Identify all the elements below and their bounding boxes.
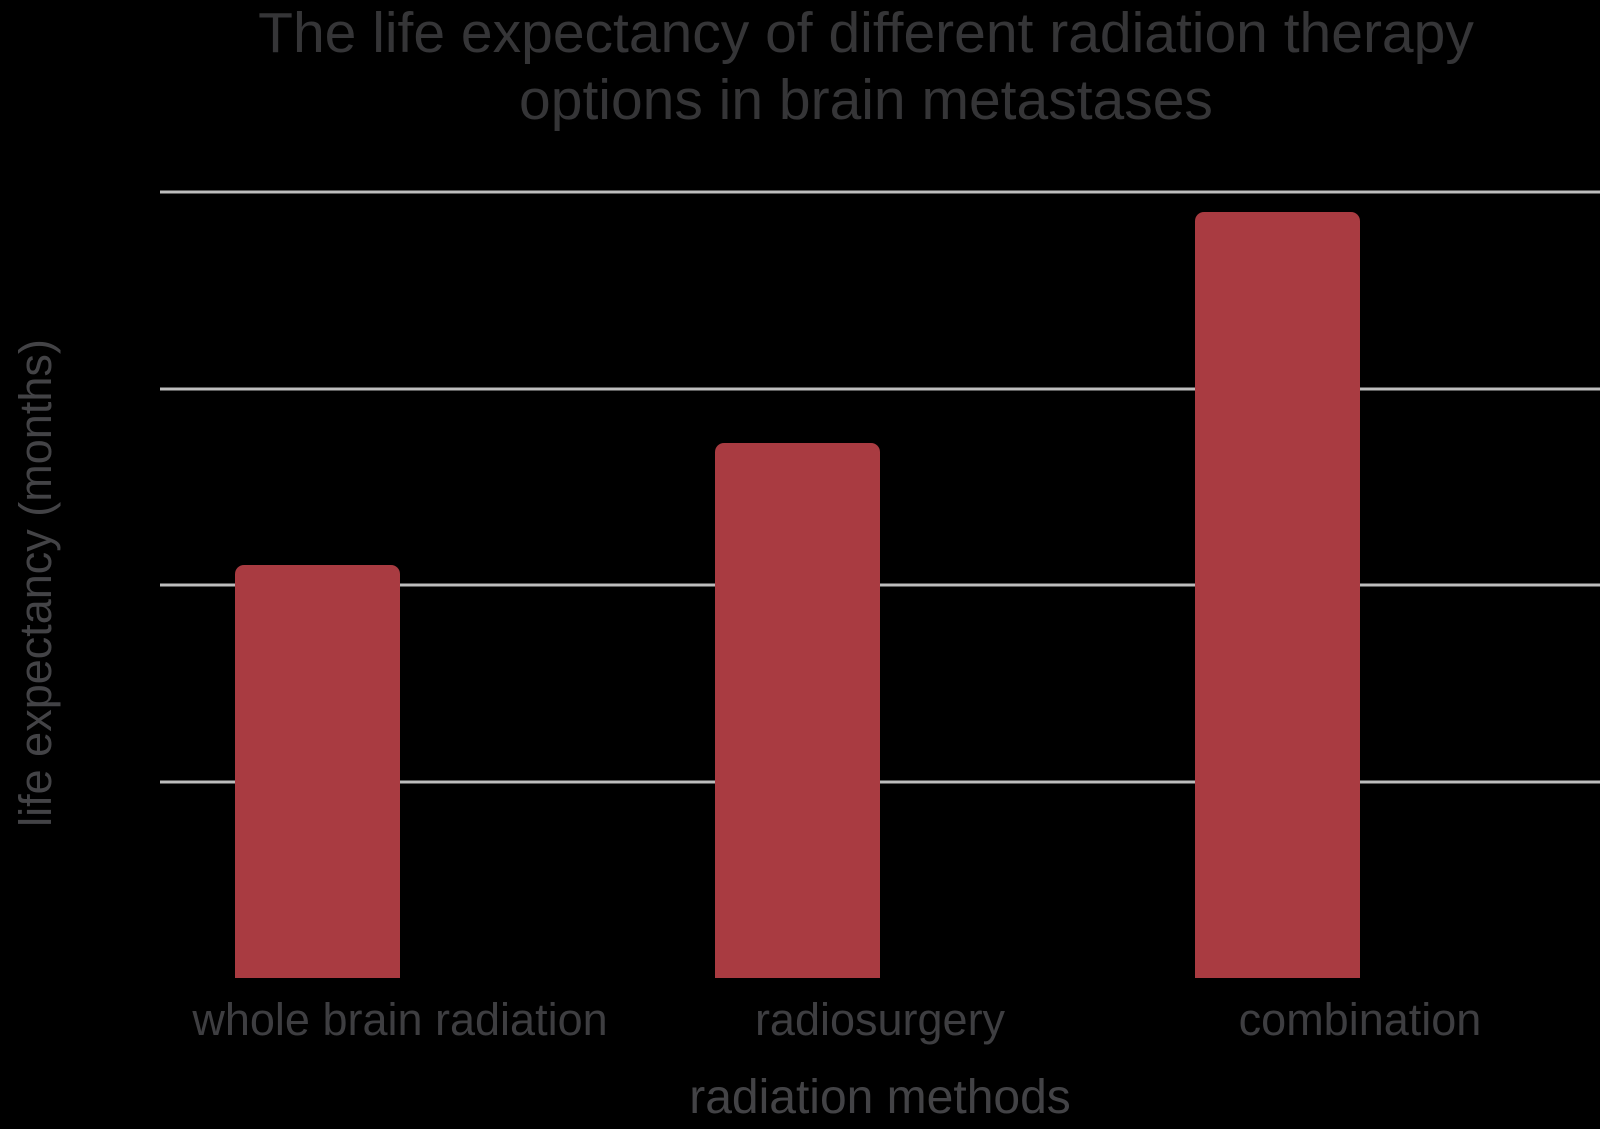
gridline-2 <box>160 780 1600 783</box>
bar-radiosurgery <box>715 442 880 978</box>
chart-title-line-1: The life expectancy of different radiati… <box>258 1 1474 65</box>
x-tick-label-radiosurgery: radiosurgery <box>754 994 1006 1045</box>
gridline-8 <box>160 190 1600 194</box>
plot-area <box>160 190 1600 978</box>
bar-whole-brain-radiation <box>235 565 400 978</box>
chart-title: The life expectancy of different radiati… <box>166 0 1566 134</box>
chart-title-line-2: options in brain metastases <box>519 68 1213 132</box>
x-tick-labels: whole brain radiation radiosurgery combina… <box>160 994 1600 1046</box>
x-axis-title: radiation methods <box>689 1071 1071 1124</box>
x-tick-label-combination: combination <box>1238 994 1482 1045</box>
gridline-4 <box>160 583 1600 587</box>
gridline-6 <box>160 387 1600 390</box>
y-axis-title: life expectancy (months) <box>10 339 61 827</box>
x-tick-label-whole-brain-radiation: whole brain radiation <box>192 994 608 1045</box>
bar-combination <box>1195 211 1360 978</box>
